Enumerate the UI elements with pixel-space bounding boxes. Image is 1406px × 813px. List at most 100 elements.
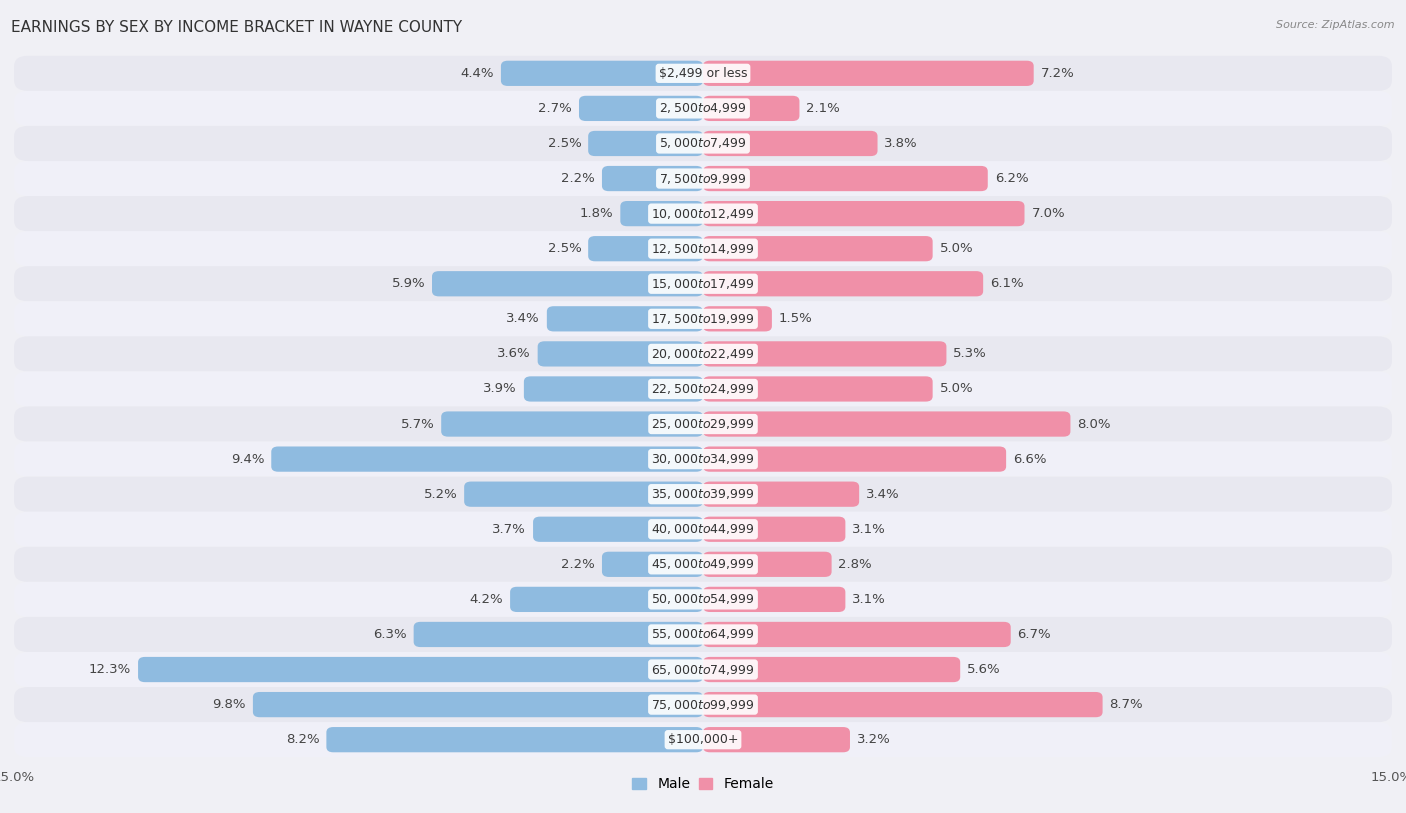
Text: 3.8%: 3.8% — [884, 137, 918, 150]
FancyBboxPatch shape — [326, 727, 703, 752]
FancyBboxPatch shape — [14, 196, 1392, 231]
Text: $100,000+: $100,000+ — [668, 733, 738, 746]
Text: 3.4%: 3.4% — [506, 312, 540, 325]
Text: $7,500 to $9,999: $7,500 to $9,999 — [659, 172, 747, 185]
FancyBboxPatch shape — [620, 201, 703, 226]
Text: 2.5%: 2.5% — [547, 242, 581, 255]
FancyBboxPatch shape — [253, 692, 703, 717]
FancyBboxPatch shape — [703, 271, 983, 297]
FancyBboxPatch shape — [703, 727, 851, 752]
FancyBboxPatch shape — [602, 552, 703, 577]
Text: 2.5%: 2.5% — [547, 137, 581, 150]
Text: 3.4%: 3.4% — [866, 488, 900, 501]
Text: $5,000 to $7,499: $5,000 to $7,499 — [659, 137, 747, 150]
FancyBboxPatch shape — [138, 657, 703, 682]
Text: 7.2%: 7.2% — [1040, 67, 1074, 80]
FancyBboxPatch shape — [510, 587, 703, 612]
Text: 9.8%: 9.8% — [212, 698, 246, 711]
FancyBboxPatch shape — [441, 411, 703, 437]
FancyBboxPatch shape — [14, 56, 1392, 91]
Text: 3.1%: 3.1% — [852, 523, 886, 536]
Text: $2,500 to $4,999: $2,500 to $4,999 — [659, 102, 747, 115]
Text: $50,000 to $54,999: $50,000 to $54,999 — [651, 593, 755, 606]
FancyBboxPatch shape — [703, 61, 1033, 86]
Text: 5.3%: 5.3% — [953, 347, 987, 360]
FancyBboxPatch shape — [588, 131, 703, 156]
FancyBboxPatch shape — [703, 516, 845, 542]
Text: 2.7%: 2.7% — [538, 102, 572, 115]
Text: $15,000 to $17,499: $15,000 to $17,499 — [651, 276, 755, 291]
Text: 8.7%: 8.7% — [1109, 698, 1143, 711]
Text: 4.4%: 4.4% — [461, 67, 494, 80]
Text: 4.2%: 4.2% — [470, 593, 503, 606]
FancyBboxPatch shape — [703, 587, 845, 612]
Text: $75,000 to $99,999: $75,000 to $99,999 — [651, 698, 755, 711]
FancyBboxPatch shape — [464, 481, 703, 506]
FancyBboxPatch shape — [501, 61, 703, 86]
FancyBboxPatch shape — [703, 446, 1007, 472]
Text: 6.1%: 6.1% — [990, 277, 1024, 290]
Text: 5.9%: 5.9% — [391, 277, 425, 290]
FancyBboxPatch shape — [14, 476, 1392, 511]
Text: 2.2%: 2.2% — [561, 172, 595, 185]
Legend: Male, Female: Male, Female — [627, 772, 779, 797]
FancyBboxPatch shape — [533, 516, 703, 542]
FancyBboxPatch shape — [703, 622, 1011, 647]
FancyBboxPatch shape — [14, 161, 1392, 196]
Text: 8.2%: 8.2% — [285, 733, 319, 746]
Text: 2.1%: 2.1% — [807, 102, 841, 115]
Text: $10,000 to $12,499: $10,000 to $12,499 — [651, 207, 755, 220]
Text: 2.8%: 2.8% — [838, 558, 872, 571]
FancyBboxPatch shape — [703, 166, 988, 191]
Text: 6.6%: 6.6% — [1012, 453, 1046, 466]
Text: 9.4%: 9.4% — [231, 453, 264, 466]
FancyBboxPatch shape — [14, 91, 1392, 126]
Text: $65,000 to $74,999: $65,000 to $74,999 — [651, 663, 755, 676]
Text: $22,500 to $24,999: $22,500 to $24,999 — [651, 382, 755, 396]
FancyBboxPatch shape — [14, 511, 1392, 547]
Text: 6.3%: 6.3% — [373, 628, 406, 641]
Text: 5.0%: 5.0% — [939, 242, 973, 255]
Text: Source: ZipAtlas.com: Source: ZipAtlas.com — [1277, 20, 1395, 30]
FancyBboxPatch shape — [432, 271, 703, 297]
FancyBboxPatch shape — [547, 307, 703, 332]
FancyBboxPatch shape — [703, 481, 859, 506]
Text: $40,000 to $44,999: $40,000 to $44,999 — [651, 522, 755, 537]
FancyBboxPatch shape — [14, 687, 1392, 722]
Text: $45,000 to $49,999: $45,000 to $49,999 — [651, 558, 755, 572]
FancyBboxPatch shape — [703, 96, 800, 121]
FancyBboxPatch shape — [14, 722, 1392, 757]
FancyBboxPatch shape — [537, 341, 703, 367]
FancyBboxPatch shape — [271, 446, 703, 472]
FancyBboxPatch shape — [14, 617, 1392, 652]
FancyBboxPatch shape — [703, 657, 960, 682]
FancyBboxPatch shape — [703, 341, 946, 367]
FancyBboxPatch shape — [703, 201, 1025, 226]
FancyBboxPatch shape — [14, 372, 1392, 406]
Text: 12.3%: 12.3% — [89, 663, 131, 676]
FancyBboxPatch shape — [14, 547, 1392, 582]
Text: 1.8%: 1.8% — [579, 207, 613, 220]
FancyBboxPatch shape — [703, 411, 1070, 437]
Text: 3.1%: 3.1% — [852, 593, 886, 606]
FancyBboxPatch shape — [14, 231, 1392, 266]
FancyBboxPatch shape — [14, 126, 1392, 161]
FancyBboxPatch shape — [703, 131, 877, 156]
FancyBboxPatch shape — [703, 307, 772, 332]
Text: $35,000 to $39,999: $35,000 to $39,999 — [651, 487, 755, 501]
Text: 3.6%: 3.6% — [498, 347, 531, 360]
Text: 6.7%: 6.7% — [1018, 628, 1052, 641]
FancyBboxPatch shape — [588, 236, 703, 261]
Text: EARNINGS BY SEX BY INCOME BRACKET IN WAYNE COUNTY: EARNINGS BY SEX BY INCOME BRACKET IN WAY… — [11, 20, 463, 35]
FancyBboxPatch shape — [14, 441, 1392, 476]
Text: 3.2%: 3.2% — [856, 733, 890, 746]
FancyBboxPatch shape — [14, 406, 1392, 441]
Text: 5.7%: 5.7% — [401, 418, 434, 431]
Text: 5.0%: 5.0% — [939, 382, 973, 395]
Text: 3.9%: 3.9% — [484, 382, 517, 395]
FancyBboxPatch shape — [14, 337, 1392, 372]
Text: 6.2%: 6.2% — [994, 172, 1028, 185]
Text: $20,000 to $22,499: $20,000 to $22,499 — [651, 347, 755, 361]
Text: 7.0%: 7.0% — [1032, 207, 1064, 220]
Text: $2,499 or less: $2,499 or less — [659, 67, 747, 80]
